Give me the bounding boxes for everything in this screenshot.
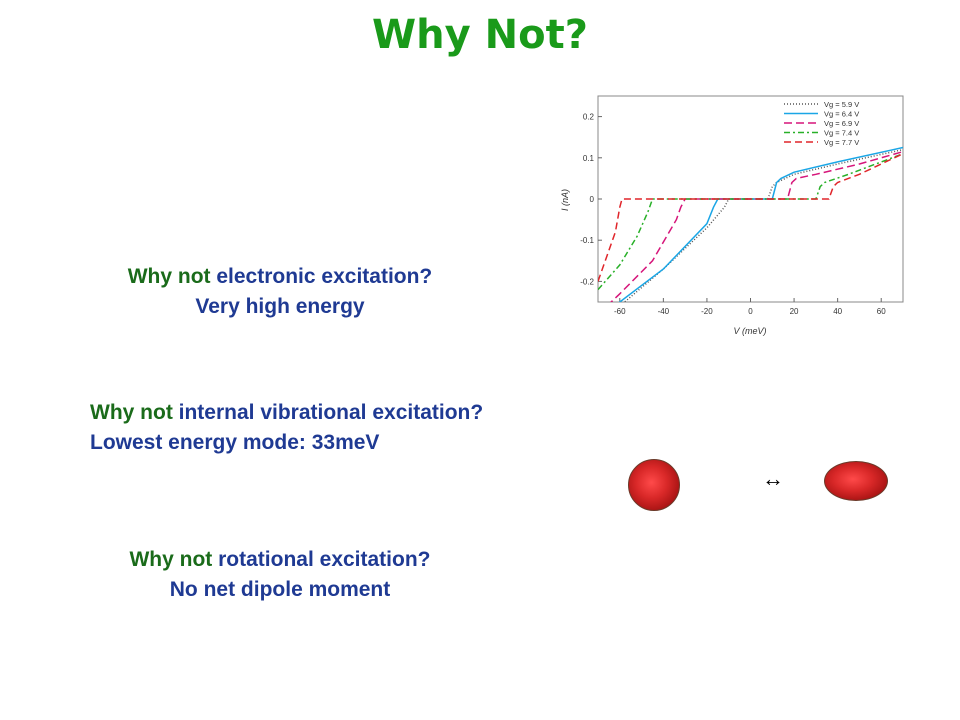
answer-text: Very high energy (60, 292, 500, 322)
legend-label: Vg = 6.9 V (824, 119, 859, 128)
y-tick-label: -0.1 (580, 236, 594, 245)
question-vibrational: Why not internal vibrational excitation?… (90, 398, 483, 458)
question-text: internal vibrational excitation? (173, 401, 483, 424)
x-tick-label: 20 (790, 307, 799, 316)
x-tick-label: -20 (701, 307, 713, 316)
iv-curve-chart: -60 -40 -20 0 20 40 60 -0.2 -0.1 0 0.1 0.2 Vg = 5.… (556, 90, 908, 340)
legend-label: Vg = 7.4 V (824, 129, 859, 138)
x-tick-label: -60 (614, 307, 626, 316)
x-tick-label: -40 (658, 307, 670, 316)
molecule-stretched (824, 461, 888, 501)
y-tick-label: -0.2 (580, 277, 594, 286)
x-tick-label: 40 (833, 307, 842, 316)
double-arrow-icon: ↔ (762, 466, 784, 492)
molecule-round (628, 459, 680, 511)
question-text: rotational excitation? (212, 548, 430, 571)
page-title: Why Not? (0, 12, 960, 58)
question-prefix: Why not (90, 401, 173, 424)
x-tick-label: 0 (748, 307, 753, 316)
question-text: electronic excitation? (211, 265, 433, 288)
legend-label: Vg = 5.9 V (824, 100, 859, 109)
x-tick-label: 60 (877, 307, 886, 316)
y-tick-label: 0.1 (583, 154, 595, 163)
legend-label: Vg = 7.7 V (824, 138, 859, 147)
question-prefix: Why not (128, 265, 211, 288)
legend-label: Vg = 6.4 V (824, 110, 859, 119)
question-prefix: Why not (129, 548, 212, 571)
answer-text: Lowest energy mode: 33meV (90, 428, 483, 458)
y-tick-label: 0 (590, 195, 595, 204)
y-tick-label: 0.2 (583, 113, 595, 122)
question-electronic: Why not electronic excitation? Very high… (60, 262, 500, 322)
x-axis-label: V (meV) (733, 326, 766, 336)
y-axis-label: I (nA) (560, 189, 570, 211)
answer-text: No net dipole moment (60, 575, 500, 605)
question-rotational: Why not rotational excitation? No net di… (60, 545, 500, 605)
